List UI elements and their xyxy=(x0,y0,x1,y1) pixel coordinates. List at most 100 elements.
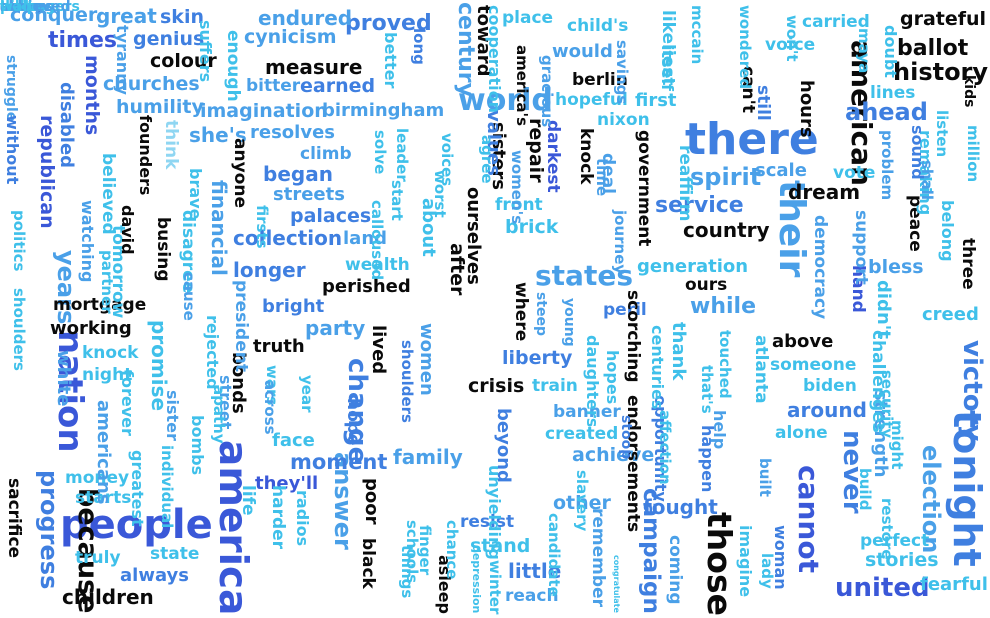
word-hopeful: hopeful xyxy=(555,90,628,110)
word-above: above xyxy=(772,331,834,352)
word-ballot: ballot xyxy=(897,36,969,61)
word-liberty: liberty xyxy=(502,347,573,369)
word-atlanta: atlanta xyxy=(751,335,771,404)
word-colour: colour xyxy=(150,50,217,72)
word-great: great xyxy=(96,4,157,28)
word-harder: harder xyxy=(268,485,288,550)
word-palaces: palaces xyxy=(290,205,372,227)
word-child-s: child's xyxy=(567,16,629,36)
word-after: after xyxy=(446,243,468,296)
word-won-t: won't xyxy=(783,15,801,62)
word-they-ll: they'll xyxy=(255,473,319,494)
word-peril: peril xyxy=(603,300,647,320)
word-mccain: mccain xyxy=(688,5,706,65)
word-climb: climb xyxy=(300,144,352,164)
word-help: help xyxy=(710,410,729,450)
word-government: government xyxy=(634,130,654,247)
word-president: president xyxy=(231,280,251,372)
word-lived: lived xyxy=(368,325,389,375)
word-ours: ours xyxy=(685,275,728,295)
word-finger: finger xyxy=(416,525,434,576)
word-lines: lines xyxy=(870,83,916,103)
word-longer: longer xyxy=(233,258,306,282)
word-knock: knock xyxy=(82,343,139,363)
word-wealth: wealth xyxy=(345,255,410,275)
word-restore: restore xyxy=(878,498,896,560)
word-stand: stand xyxy=(470,535,531,557)
word-winter: winter xyxy=(486,560,504,615)
word-voice: voice xyxy=(765,35,816,55)
word-tyranny: tyranny xyxy=(113,25,132,95)
word-would: would xyxy=(552,41,613,62)
word-truth: truth xyxy=(253,336,305,357)
word-reach: reach xyxy=(505,586,559,606)
word-america-s: america's xyxy=(513,45,531,126)
word-around: around xyxy=(787,398,867,422)
word-where: where xyxy=(511,282,531,342)
word-sacrifice: sacrifice xyxy=(4,478,24,559)
word-history: history xyxy=(893,58,989,86)
word-politics: politics xyxy=(10,210,28,272)
word-genius: genius xyxy=(133,28,205,50)
word-slavery: slavery xyxy=(573,470,591,532)
word-centuries: centuries xyxy=(648,325,667,410)
word-night: night xyxy=(82,365,133,385)
word-wait: wait xyxy=(0,0,34,15)
word-suffers: suffers xyxy=(196,20,215,83)
word-people: people xyxy=(60,502,213,548)
word-bless: bless xyxy=(868,256,924,278)
word-disabled: disabled xyxy=(56,82,77,169)
word-affection: affection xyxy=(656,410,674,485)
word-young: young xyxy=(561,298,577,347)
word-train: train xyxy=(532,376,578,396)
word-bills: bills xyxy=(0,0,33,15)
word-partner: partner xyxy=(98,250,116,314)
word-cause: cause xyxy=(180,272,198,321)
word-dream: dream xyxy=(788,180,861,204)
word-conquer: conquer xyxy=(10,4,98,26)
word-enough: enough xyxy=(223,30,243,102)
word-times: times xyxy=(48,28,117,53)
word-repair: repair xyxy=(525,118,547,183)
word-birmingham: birmingham xyxy=(322,100,445,121)
word-ahead: ahead xyxy=(845,98,928,126)
word-stories: stories xyxy=(865,549,939,571)
word-nixon: nixon xyxy=(597,110,650,130)
word-those: those xyxy=(700,512,739,616)
word-face: face xyxy=(272,430,315,451)
word-perfect: perfect xyxy=(860,531,930,551)
word-america: america xyxy=(210,440,255,616)
word-apathy: apathy xyxy=(210,385,228,444)
word-creed: creed xyxy=(922,304,979,325)
word-endured: endured xyxy=(258,6,353,30)
word-united: united xyxy=(835,573,930,603)
word-banner: banner xyxy=(553,402,621,422)
word-knock: knock xyxy=(576,128,596,185)
word-hours: hours xyxy=(796,80,817,138)
word-struggle: struggle xyxy=(3,55,19,122)
word-other: other xyxy=(553,492,611,514)
word-americans: americans xyxy=(93,400,114,505)
word-might: might xyxy=(888,420,906,470)
word-leader: leader xyxy=(393,128,411,182)
word-measure: measure xyxy=(265,55,363,79)
word-resolves: resolves xyxy=(250,122,335,143)
word-done: done xyxy=(0,0,40,15)
word-little: little xyxy=(508,559,562,583)
word-fought: fought xyxy=(643,495,718,519)
word-earned: earned xyxy=(300,75,376,97)
word-first: first xyxy=(635,90,677,111)
word-unyielding: unyielding xyxy=(485,465,504,560)
word-kids: kids xyxy=(961,75,977,108)
word-skin: skin xyxy=(160,6,204,28)
word-million: million xyxy=(964,125,982,183)
word-perished: perished xyxy=(322,276,411,297)
word-daughters: daughters xyxy=(583,335,602,428)
word-build: build xyxy=(856,468,874,511)
word-anyone: anyone xyxy=(230,138,250,208)
word-purpose: purpose xyxy=(0,0,65,15)
word-someone: someone xyxy=(770,355,857,375)
word-greatest: greatest xyxy=(128,450,147,527)
word-three: three xyxy=(958,238,978,290)
word-support: support xyxy=(851,210,871,285)
